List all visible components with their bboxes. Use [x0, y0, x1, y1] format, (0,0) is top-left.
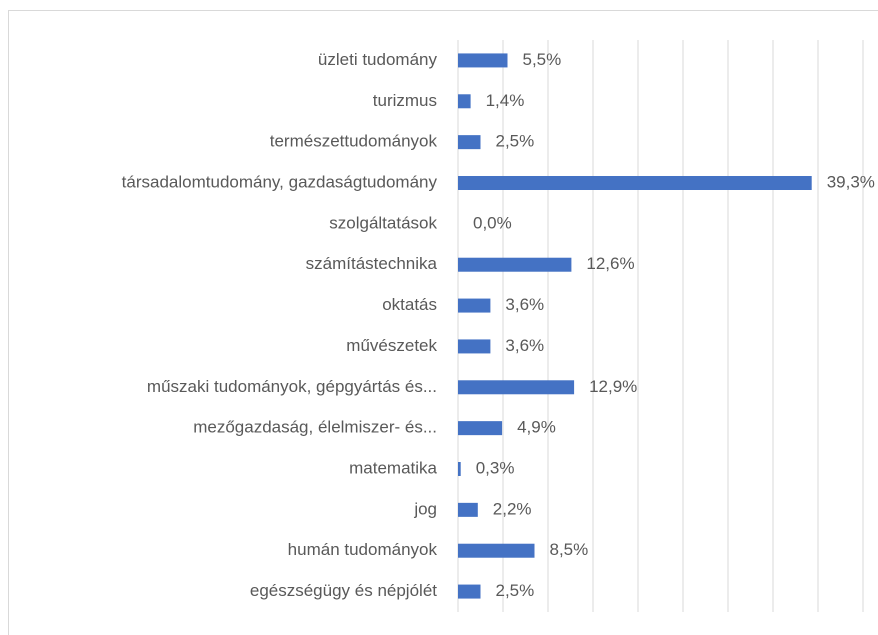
data-label: 2,5%: [496, 581, 535, 600]
data-label: 12,9%: [589, 377, 637, 396]
bar: [458, 339, 491, 354]
category-label: egészségügy és népjólét: [250, 581, 437, 600]
chart-frame: [8, 10, 878, 635]
bar: [458, 94, 471, 109]
data-label: 4,9%: [517, 418, 556, 437]
data-label: 0,3%: [476, 458, 515, 477]
bar: [458, 257, 572, 272]
bar: [458, 421, 503, 436]
bar: [458, 176, 812, 190]
bar: [458, 502, 478, 517]
category-label: üzleti tudomány: [318, 50, 438, 69]
bar: [458, 584, 481, 599]
category-label: humán tudományok: [288, 540, 438, 559]
category-label: mezőgazdaság, élelmiszer- és...: [193, 418, 437, 437]
category-label: természettudományok: [270, 132, 438, 151]
data-label: 2,2%: [493, 499, 532, 518]
data-label: 3,6%: [505, 295, 544, 314]
data-label: 12,6%: [586, 254, 634, 273]
category-label: művészetek: [346, 336, 437, 355]
category-label: jog: [413, 499, 437, 518]
data-label: 0,0%: [473, 213, 512, 232]
data-label: 5,5%: [523, 50, 562, 69]
data-label: 3,6%: [505, 336, 544, 355]
category-label: társadalomtudomány, gazdaságtudomány: [122, 172, 438, 191]
bar: [458, 462, 461, 476]
bar: [458, 53, 508, 68]
category-label: turizmus: [373, 91, 437, 110]
data-label: 8,5%: [550, 540, 589, 559]
bar: [458, 543, 535, 558]
category-label: műszaki tudományok, gépgyártás és...: [147, 377, 437, 396]
data-label: 1,4%: [486, 91, 525, 110]
data-label: 39,3%: [827, 172, 875, 191]
category-label: oktatás: [382, 295, 437, 314]
bar: [458, 298, 491, 313]
category-label: matematika: [349, 458, 437, 477]
category-label: szolgáltatások: [329, 213, 437, 232]
bar: [458, 135, 481, 150]
data-label: 2,5%: [496, 132, 535, 151]
bar: [458, 380, 575, 395]
category-label: számítástechnika: [306, 254, 438, 273]
